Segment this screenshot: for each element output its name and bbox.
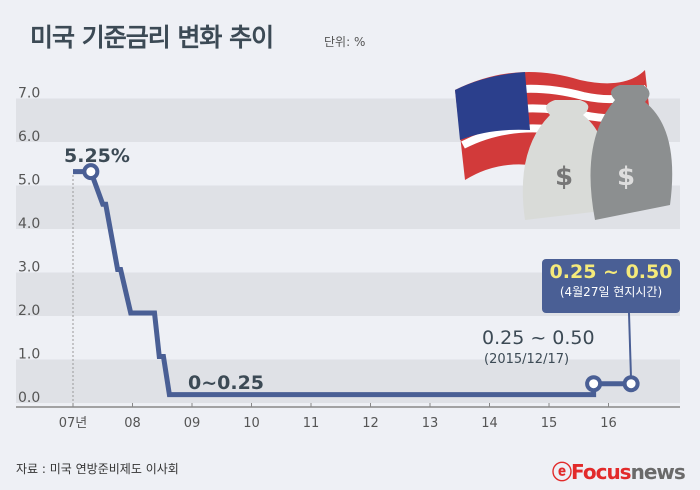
x-tick-label: 14 — [481, 416, 498, 431]
unit-label: 단위: % — [324, 35, 366, 49]
x-tick-label: 15 — [541, 416, 558, 431]
data-point-marker — [82, 163, 100, 181]
svg-text:$: $ — [617, 162, 635, 192]
svg-text:$: $ — [555, 162, 573, 192]
x-tick-label: 12 — [362, 416, 379, 431]
money-bag-icon: $ $ — [522, 85, 673, 220]
current-date: (4월27일 현지시간) — [559, 285, 663, 299]
chart-title: 미국 기준금리 변화 추이 — [30, 23, 274, 52]
x-tick-label: 13 — [422, 416, 439, 431]
peak-label: 5.25% — [64, 145, 130, 167]
x-tick-label: 16 — [600, 416, 617, 431]
y-tick-label: 7.0 — [18, 86, 40, 102]
current-rate: 0.25 ~ 0.50 — [549, 261, 673, 283]
y-tick-label: 0.0 — [18, 390, 40, 406]
x-tick-label: 09 — [184, 416, 201, 431]
current-rate-callout: 0.25 ~ 0.50 (4월27일 현지시간) — [542, 259, 680, 313]
hike1-label: 0.25 ~ 0.50 — [482, 327, 595, 349]
data-point-marker — [585, 375, 603, 393]
x-tick-label: 11 — [303, 416, 320, 431]
y-tick-label: 2.0 — [18, 303, 40, 319]
x-tick-label: 10 — [243, 416, 260, 431]
focusnews-logo: ⓔFocusnews — [552, 460, 686, 484]
y-tick-label: 3.0 — [18, 260, 40, 276]
callout-pointer — [628, 312, 632, 379]
hike1-date: (2015/12/17) — [484, 352, 569, 367]
y-tick-label: 4.0 — [18, 216, 40, 232]
y-tick-label: 6.0 — [18, 129, 40, 145]
x-tick-label: 08 — [124, 416, 141, 431]
y-tick-label: 5.0 — [18, 173, 40, 189]
rate-line — [73, 169, 632, 398]
source-note: 자료 : 미국 연방준비제도 이사회 — [16, 462, 179, 476]
data-point-marker — [622, 375, 640, 393]
y-tick-label: 1.0 — [18, 347, 40, 363]
x-tick-label: 07년 — [59, 416, 88, 431]
flag-money-illustration: $ $ — [455, 70, 673, 220]
low-label: 0~0.25 — [188, 372, 264, 394]
